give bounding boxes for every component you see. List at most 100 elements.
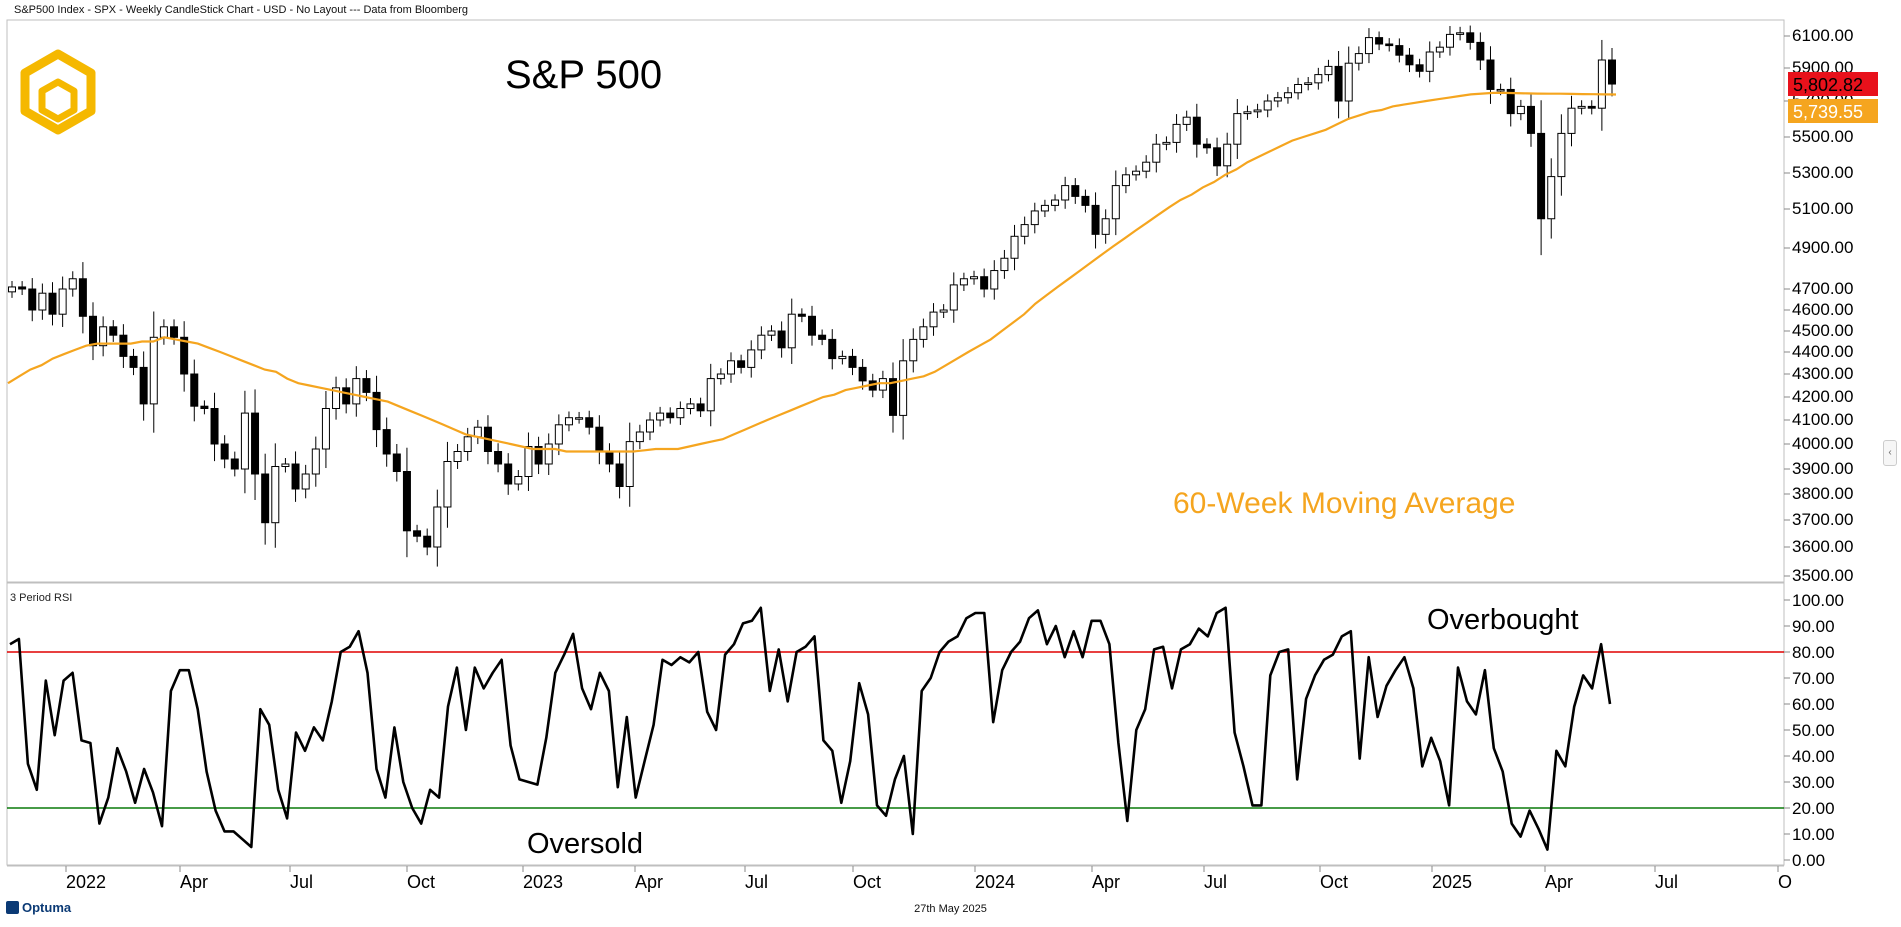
candle-body xyxy=(635,431,644,443)
candle-body xyxy=(453,451,462,462)
candle-body xyxy=(514,476,523,485)
optuma-brand: Optuma xyxy=(6,900,71,915)
x-tick-label: Oct xyxy=(1320,872,1348,892)
candle-body xyxy=(706,378,715,412)
rsi-tick-label: 10.00 xyxy=(1792,825,1835,844)
candle-body xyxy=(1061,185,1070,201)
candle-body xyxy=(1152,143,1161,163)
candle-body xyxy=(1354,53,1363,64)
candle-body xyxy=(139,366,148,405)
candle-body xyxy=(1608,59,1616,85)
optuma-icon xyxy=(6,901,19,914)
candle-body xyxy=(1395,45,1404,56)
candle-body xyxy=(818,334,827,340)
x-tick-label: O xyxy=(1778,872,1792,892)
candle-body xyxy=(463,436,472,452)
candle-body xyxy=(48,292,57,315)
candle-body xyxy=(1192,116,1201,145)
candle-body xyxy=(777,330,786,349)
candle-body xyxy=(109,326,118,336)
price-tick-label: 4900.00 xyxy=(1792,238,1853,257)
candle-body xyxy=(949,284,958,311)
rsi-tick-label: 20.00 xyxy=(1792,799,1835,818)
candle-body xyxy=(1121,174,1130,187)
candle-body xyxy=(362,378,371,393)
candle-body xyxy=(1597,59,1606,109)
candle-body xyxy=(1567,107,1576,134)
price-tick-label: 3800.00 xyxy=(1792,484,1853,503)
candle-body xyxy=(1587,105,1596,109)
x-tick-label: Jul xyxy=(1655,872,1678,892)
candle-body xyxy=(1324,65,1333,76)
candle-body xyxy=(625,441,634,488)
x-tick-label: Oct xyxy=(853,872,881,892)
rsi-y-axis: 100.00 90.00 80.00 70.00 60.00 50.00 40.00 30.0… xyxy=(1784,591,1844,870)
candle-body xyxy=(18,286,27,290)
candle-body xyxy=(696,403,705,412)
candle-body xyxy=(970,276,979,280)
candle-body xyxy=(1172,123,1181,143)
price-tick-label: 3500.00 xyxy=(1792,566,1853,585)
ma-price-value: 5,739.55 xyxy=(1793,102,1863,122)
collapse-panel-icon[interactable]: ‹ xyxy=(1883,440,1897,466)
rsi-tick-label: 30.00 xyxy=(1792,773,1835,792)
candle-body xyxy=(8,286,16,293)
candle-body xyxy=(848,355,857,368)
rsi-tick-label: 50.00 xyxy=(1792,721,1835,740)
rsi-tick-label: 100.00 xyxy=(1792,591,1844,610)
price-tick-label: 6100.00 xyxy=(1792,26,1853,45)
candle-body xyxy=(1557,132,1566,178)
x-tick-label: 2022 xyxy=(66,872,106,892)
candle-body xyxy=(1537,132,1546,220)
candle-body xyxy=(413,530,422,537)
candle-body xyxy=(402,471,411,532)
x-tick-label: Apr xyxy=(635,872,663,892)
x-tick-label: Jul xyxy=(1204,872,1227,892)
candle-body xyxy=(1496,88,1505,92)
candle-body xyxy=(1364,37,1373,55)
candle-body xyxy=(980,276,989,290)
x-tick-label: Apr xyxy=(1545,872,1573,892)
candle-body xyxy=(433,506,442,548)
candle-body xyxy=(1000,257,1009,272)
candle-body xyxy=(656,412,665,421)
candle-body xyxy=(291,463,300,490)
candle-body xyxy=(210,408,219,445)
candle-body xyxy=(1142,161,1151,172)
price-tick-label: 4300.00 xyxy=(1792,364,1853,383)
candle-body xyxy=(747,349,756,368)
price-tick-label: 4500.00 xyxy=(1792,321,1853,340)
candle-body xyxy=(1405,54,1414,66)
candle-body xyxy=(311,448,320,475)
price-tick-label: 4600.00 xyxy=(1792,300,1853,319)
chart-title: S&P 500 xyxy=(505,53,662,97)
candle-body xyxy=(959,278,968,286)
candle-body xyxy=(190,373,199,407)
candle-body xyxy=(1344,62,1353,102)
candle-body xyxy=(1445,33,1454,48)
ma-price-badge xyxy=(1788,99,1878,123)
price-tick-label: 4100.00 xyxy=(1792,410,1853,429)
candle-body xyxy=(666,412,675,419)
candle-body xyxy=(1233,113,1242,145)
candle-body xyxy=(1516,105,1525,115)
candle-body xyxy=(767,330,776,336)
candle-body xyxy=(1263,100,1272,111)
candle-body xyxy=(1506,88,1515,115)
candle-body xyxy=(200,405,209,410)
candle-body xyxy=(1243,111,1252,115)
candle-body xyxy=(899,360,908,416)
candle-body xyxy=(1253,109,1262,113)
x-tick-label: 2025 xyxy=(1432,872,1472,892)
price-tick-label: 5500.00 xyxy=(1792,127,1853,146)
rsi-tick-label: 80.00 xyxy=(1792,643,1835,662)
candle-body xyxy=(1051,199,1060,206)
x-tick-label: Jul xyxy=(290,872,313,892)
candle-body xyxy=(119,334,128,357)
candle-body xyxy=(68,278,77,290)
candle-body xyxy=(686,403,695,409)
candle-body xyxy=(1283,92,1292,99)
candle-body xyxy=(58,288,67,315)
candle-body xyxy=(1030,210,1039,226)
candle-body xyxy=(1111,185,1120,220)
